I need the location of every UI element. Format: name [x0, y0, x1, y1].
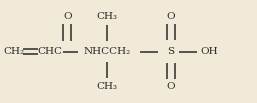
Text: CHC: CHC — [38, 47, 63, 56]
Text: NHCCH₂: NHCCH₂ — [83, 47, 130, 56]
Text: CH₃: CH₃ — [96, 12, 117, 22]
Text: O: O — [63, 12, 72, 22]
Text: CH₂: CH₂ — [4, 47, 25, 56]
Text: OH: OH — [201, 47, 218, 56]
Text: O: O — [167, 81, 175, 91]
Text: CH₃: CH₃ — [96, 81, 117, 91]
Text: O: O — [167, 12, 175, 22]
Text: S: S — [167, 47, 175, 56]
